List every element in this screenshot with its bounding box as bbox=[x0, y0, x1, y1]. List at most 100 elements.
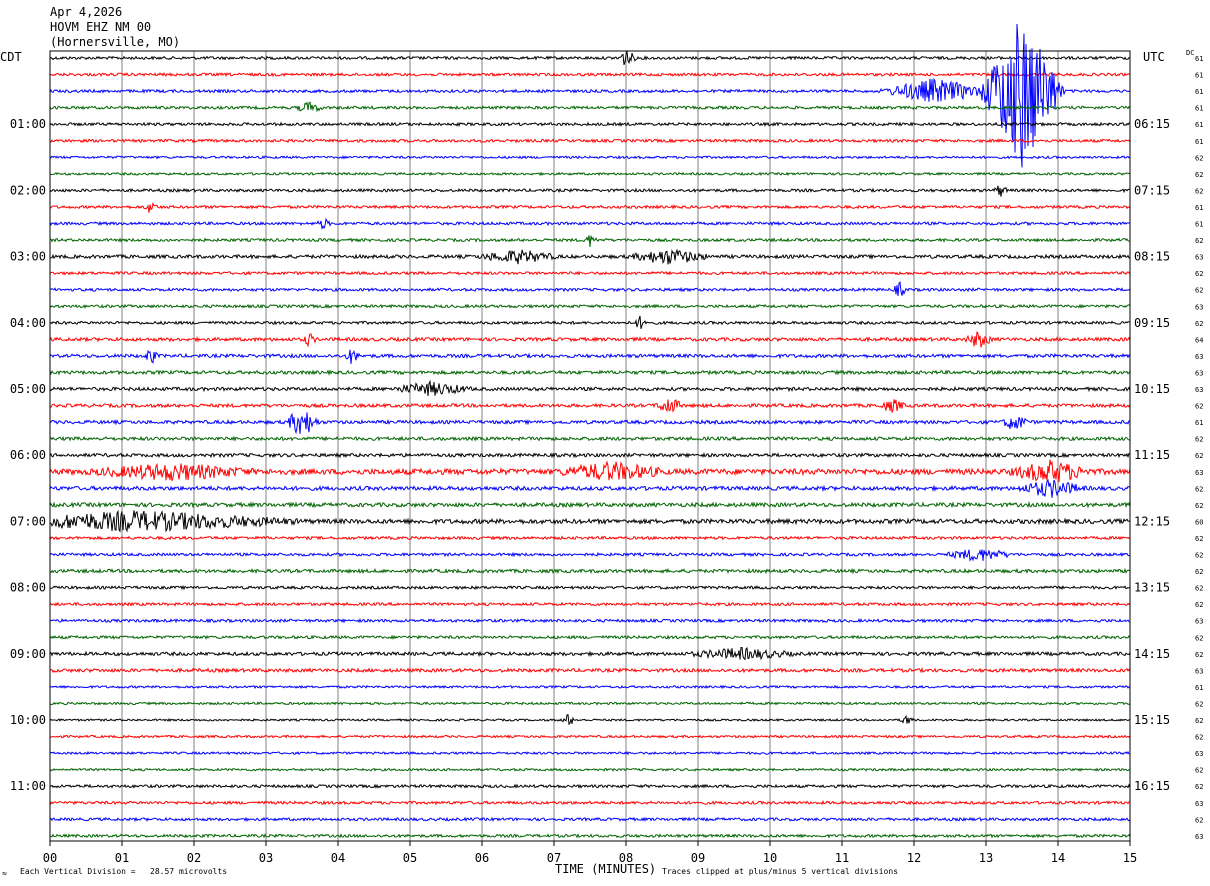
x-tick-label: 07 bbox=[547, 851, 561, 865]
seismic-trace bbox=[49, 783, 1131, 789]
dc-offset-value: 61 bbox=[1195, 221, 1203, 229]
dc-offset-value: 62 bbox=[1195, 403, 1203, 411]
seismic-trace bbox=[49, 701, 1131, 706]
seismic-trace bbox=[49, 567, 1131, 575]
seismic-trace bbox=[49, 816, 1131, 823]
dc-offset-value: 64 bbox=[1195, 336, 1203, 344]
dc-offset-value: 62 bbox=[1195, 485, 1203, 493]
utc-time-label: 12:15 bbox=[1134, 514, 1170, 528]
seismic-trace bbox=[49, 734, 1131, 739]
dc-offset-value: 62 bbox=[1195, 187, 1203, 195]
dc-offset-value: 61 bbox=[1195, 684, 1203, 692]
x-axis-title: TIME (MINUTES) bbox=[555, 862, 657, 876]
seismic-trace bbox=[49, 601, 1131, 607]
seismic-trace bbox=[49, 478, 1131, 498]
utc-time-label: 13:15 bbox=[1134, 581, 1170, 595]
dc-label: DC bbox=[1186, 49, 1195, 57]
seismic-trace bbox=[49, 412, 1131, 435]
dc-offset-value: 61 bbox=[1195, 88, 1203, 96]
utc-time-label: 10:15 bbox=[1134, 382, 1170, 396]
dc-offset-value: 62 bbox=[1195, 651, 1203, 659]
corner-mark-icon: ≈ bbox=[2, 869, 7, 878]
utc-axis-label: UTC bbox=[1143, 50, 1165, 64]
utc-time-label: 08:15 bbox=[1134, 250, 1170, 264]
seismic-trace bbox=[49, 281, 1131, 297]
cdt-axis-label: CDT bbox=[0, 50, 22, 64]
dc-offset-value: 63 bbox=[1195, 386, 1203, 394]
x-tick-label: 06 bbox=[475, 851, 489, 865]
seismic-trace bbox=[49, 833, 1131, 839]
seismic-traces bbox=[49, 23, 1131, 839]
dc-offset-value: 62 bbox=[1195, 767, 1203, 775]
dc-offset-value: 61 bbox=[1195, 204, 1203, 212]
seismic-trace bbox=[49, 315, 1131, 329]
seismic-trace bbox=[49, 270, 1131, 276]
cdt-time-label: 07:00 bbox=[10, 514, 46, 528]
x-tick-label: 15 bbox=[1123, 851, 1137, 865]
cdt-time-label: 06:00 bbox=[10, 448, 46, 462]
dc-offset-value: 63 bbox=[1195, 303, 1203, 311]
dc-offset-value: 62 bbox=[1195, 270, 1203, 278]
seismic-trace bbox=[49, 248, 1131, 265]
dc-offset-value: 62 bbox=[1195, 535, 1203, 543]
dc-offset-value: 61 bbox=[1195, 72, 1203, 80]
seismic-trace bbox=[49, 646, 1131, 661]
seismic-trace bbox=[49, 399, 1131, 413]
x-tick-label: 10 bbox=[763, 851, 777, 865]
seismic-trace bbox=[49, 618, 1131, 624]
seismic-trace bbox=[49, 750, 1131, 756]
dc-offset-value: 62 bbox=[1195, 816, 1203, 824]
x-tick-label: 08 bbox=[619, 851, 633, 865]
plot-frame bbox=[49, 50, 1131, 842]
seismic-trace bbox=[49, 684, 1131, 690]
dc-offset-value: 63 bbox=[1195, 369, 1203, 377]
seismic-trace bbox=[49, 435, 1131, 442]
seismic-trace bbox=[49, 799, 1131, 806]
seismic-trace bbox=[49, 451, 1131, 459]
cdt-time-label: 03:00 bbox=[10, 250, 46, 264]
header-location: (Hornersville, MO) bbox=[50, 35, 181, 49]
dc-offset-value: 61 bbox=[1195, 121, 1203, 129]
dc-offset-value: 62 bbox=[1195, 287, 1203, 295]
x-tick-label: 09 bbox=[691, 851, 705, 865]
dc-offset-value: 62 bbox=[1195, 783, 1203, 791]
seismic-trace bbox=[49, 23, 1131, 168]
dc-offset-value: 63 bbox=[1195, 469, 1203, 477]
dc-offset-value: 62 bbox=[1195, 585, 1203, 593]
x-tick-label: 01 bbox=[115, 851, 129, 865]
dc-offset-value: 62 bbox=[1195, 717, 1203, 725]
seismic-trace bbox=[49, 767, 1131, 772]
cdt-time-label: 10:00 bbox=[10, 713, 46, 727]
time-gridlines bbox=[121, 51, 1059, 841]
dc-offset-value: 62 bbox=[1195, 436, 1203, 444]
time-labels: 01:00 02:00 03:00 04:00 05:00 06:00 07:00 08:00… bbox=[10, 55, 1204, 841]
dc-offset-value: 63 bbox=[1195, 800, 1203, 808]
x-tick-label: 02 bbox=[187, 851, 201, 865]
seismic-trace bbox=[49, 155, 1131, 160]
dc-offset-value: 62 bbox=[1195, 452, 1203, 460]
dc-offset-value: 60 bbox=[1195, 518, 1203, 526]
dc-offset-value: 62 bbox=[1195, 568, 1203, 576]
seismic-trace bbox=[49, 138, 1131, 144]
seismic-trace bbox=[49, 101, 1131, 113]
seismic-trace bbox=[49, 535, 1131, 541]
seismic-trace bbox=[49, 71, 1131, 78]
seismic-trace bbox=[49, 459, 1131, 483]
seismic-trace bbox=[49, 349, 1131, 364]
dc-offset-value: 62 bbox=[1195, 634, 1203, 642]
dc-offset-value: 62 bbox=[1195, 502, 1203, 510]
x-tick-label: 05 bbox=[403, 851, 417, 865]
x-tick-label: 00 bbox=[43, 851, 57, 865]
dc-offset-value: 61 bbox=[1195, 55, 1203, 63]
dc-offset-value: 62 bbox=[1195, 171, 1203, 179]
seismic-trace bbox=[49, 509, 1131, 533]
dc-offset-value: 62 bbox=[1195, 320, 1203, 328]
dc-offset-value: 62 bbox=[1195, 734, 1203, 742]
seismic-trace bbox=[49, 667, 1131, 674]
dc-offset-value: 62 bbox=[1195, 601, 1203, 609]
seismic-trace bbox=[49, 548, 1131, 562]
dc-offset-value: 63 bbox=[1195, 618, 1203, 626]
vertical-division-note: Each Vertical Division = 28.57 microvolt… bbox=[20, 867, 228, 876]
dc-offset-value: 62 bbox=[1195, 237, 1203, 245]
dc-offset-value: 62 bbox=[1195, 552, 1203, 560]
